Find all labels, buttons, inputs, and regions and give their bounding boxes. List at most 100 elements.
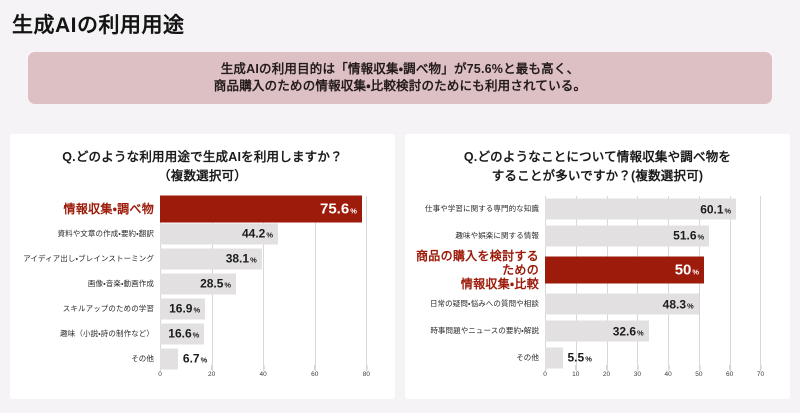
- bar-plot-area: 38.1%: [160, 246, 395, 271]
- bar: 32.6%: [545, 320, 649, 342]
- bar-plot-area: 16.6%: [160, 321, 395, 346]
- bar-unit-label: %: [250, 255, 257, 265]
- chart-title-right-line-1: Q.どのようなことについて情報収集や調べ物を: [463, 150, 732, 164]
- bar-category-label: 資料や文章の作成・要約・翻訳: [57, 228, 154, 238]
- chart-xaxis-left: 0 20 40 60 80: [10, 365, 395, 391]
- bar-unit-label: %: [585, 354, 592, 364]
- axis-tick-mark: [668, 365, 670, 370]
- axis-tick-label: 70: [757, 365, 764, 378]
- chart-title-right-line-2: することが多いですか？(複数選択可): [491, 169, 704, 183]
- bar: 51.6%: [545, 225, 710, 247]
- bar-category-label: その他: [516, 352, 539, 362]
- bar: 28.5%: [160, 273, 237, 294]
- bar-row: 趣味（小説・詩の制作など） 16.6%: [10, 321, 395, 346]
- chart-title-left-line-2: （複数選択可）: [158, 169, 247, 183]
- axis-tick-label: 60: [726, 365, 733, 378]
- bar-value-label: 16.6%: [168, 326, 200, 341]
- bar-unit-label: %: [724, 206, 732, 216]
- axis-tick-mark: [698, 365, 700, 370]
- bar-unit-label: %: [350, 206, 357, 215]
- chart-title-left: Q.どのような利用用途で生成AIを利用しますか？ （複数選択可）: [10, 148, 395, 186]
- axis-tick-label: 0: [543, 365, 547, 378]
- axis-tick-mark: [729, 365, 731, 370]
- axis-tick-label: 40: [260, 365, 267, 378]
- bar-unit-label: %: [687, 301, 694, 311]
- bar-row: 趣味や娯楽に関する情報 51.6%: [405, 223, 790, 250]
- bar-value-label: 28.5%: [200, 276, 232, 291]
- bar-row: 情報収集・調べ物 75.6%: [10, 195, 395, 222]
- bar: 16.9%: [160, 298, 206, 319]
- bar-category-label: 趣味（小説・詩の制作など）: [60, 328, 154, 338]
- axis-tick-label: 10: [572, 365, 579, 378]
- bar-value-label: 50%: [674, 261, 700, 279]
- axis-tick-mark: [606, 365, 608, 370]
- axis-tick-label: 0: [158, 365, 162, 378]
- bar-plot-area: 16.9%: [160, 296, 395, 321]
- bar-plot-area: 50%: [545, 249, 790, 291]
- bar: 50%: [545, 256, 705, 284]
- summary-banner-line-1: 生成AIの利用目的は「情報収集・調べ物」が75.6%と最も高く、: [220, 62, 580, 76]
- bar-unit-label: %: [192, 330, 200, 340]
- chart-xaxis-right: 0 10 20 30 40 50 60 70: [405, 365, 790, 391]
- bar-row: スキルアップのための学習 16.9%: [10, 296, 395, 321]
- bar-row: 商品の購入を検討するための 情報収集・比較 50%: [405, 249, 790, 291]
- bar: 38.1%: [160, 248, 262, 269]
- page-title: 生成AIの利用用途: [12, 14, 185, 37]
- bar-plot-area: 60.1%: [545, 196, 790, 223]
- chart-panel-usage-purpose: Q.どのような利用用途で生成AIを利用しますか？ （複数選択可） 情報収集・調べ…: [10, 134, 395, 399]
- summary-banner-line-2: 商品購入のための情報収集・比較検討のためにも利用されている。: [213, 79, 587, 93]
- axis-tick-mark: [575, 365, 577, 370]
- bar-row: 時事問題やニュースの要約・解説 32.6%: [405, 318, 790, 345]
- bar-unit-label: %: [697, 232, 705, 242]
- bar-unit-label: %: [692, 267, 700, 277]
- axis-tick-mark: [760, 365, 762, 370]
- bar-row: アイディア出し・ブレインストーミング 38.1%: [10, 246, 395, 271]
- bar-row: 画像・音楽・動画作成 28.5%: [10, 271, 395, 296]
- axis-tick-label: 60: [311, 365, 318, 378]
- bar-plot-area: 48.3%: [545, 291, 790, 318]
- summary-banner: 生成AIの利用目的は「情報収集・調べ物」が75.6%と最も高く、 商品購入のため…: [28, 52, 772, 104]
- axis-tick-label: 50: [695, 365, 703, 378]
- axis-tick-mark: [366, 365, 368, 370]
- bar-category-label: 日常の疑問・悩みへの質問や相談: [429, 299, 539, 309]
- bar-category-label: その他: [131, 353, 154, 363]
- bar-category-label: 画像・音楽・動画作成: [87, 278, 154, 288]
- bar: 48.3%: [545, 293, 699, 315]
- axis-tick-mark: [263, 365, 265, 370]
- bar-category-label: アイディア出し・ブレインストーミング: [23, 253, 154, 263]
- bar-plot-area: 28.5%: [160, 271, 395, 296]
- bar: 5.5%: [545, 347, 592, 369]
- bar-plot-area: 6.7%: [160, 346, 395, 371]
- bar-value-label: 48.3%: [662, 297, 694, 312]
- bar-chart-usage-purpose: 情報収集・調べ物 75.6% 資料や文章の作成・要約・翻訳 44.2% アイディア出し・…: [10, 195, 395, 399]
- bar-value-label: 60.1%: [700, 202, 732, 217]
- bar-category-label: 時事問題やニュースの要約・解説: [430, 326, 539, 336]
- axis-tick-mark: [211, 365, 213, 370]
- bar-plot-area: 44.2%: [160, 221, 395, 246]
- bar-row: 資料や文章の作成・要約・翻訳 44.2%: [10, 221, 395, 246]
- bar-unit-label: %: [193, 305, 201, 315]
- bar: 60.1%: [545, 198, 737, 220]
- chart-title-right: Q.どのようなことについて情報収集や調べ物を することが多いですか？(複数選択可…: [405, 148, 790, 186]
- bar: 16.6%: [160, 323, 205, 344]
- axis-tick-label: 80: [363, 365, 370, 378]
- bar-category-label: スキルアップのための学習: [62, 303, 154, 313]
- chart-title-left-line-1: Q.どのような利用用途で生成AIを利用しますか？: [62, 150, 343, 164]
- bar-value-label: 38.1%: [225, 251, 257, 266]
- axis-tick-label: 30: [634, 365, 641, 378]
- bar-category-label: 情報収集・調べ物: [63, 201, 154, 216]
- chart-panels: Q.どのような利用用途で生成AIを利用しますか？ （複数選択可） 情報収集・調べ…: [10, 134, 790, 399]
- bar-row: 日常の疑問・悩みへの質問や相談 48.3%: [405, 291, 790, 318]
- chart-rows-right: 仕事や学習に関する専門的な知識 60.1% 趣味や娯楽に関する情報 51.6% 商品の購…: [405, 196, 790, 371]
- bar-category-label: 仕事や学習に関する専門的な知識: [425, 204, 539, 214]
- bar: 75.6%: [160, 195, 362, 222]
- bar-unit-label: %: [224, 280, 232, 290]
- axis-tick-mark: [637, 365, 639, 370]
- bar-chart-research-topics: 仕事や学習に関する専門的な知識 60.1% 趣味や娯楽に関する情報 51.6% 商品の購…: [405, 196, 790, 399]
- bar-value-label: 75.6%: [320, 200, 357, 217]
- bar-category-label: 趣味や娯楽に関する情報: [455, 230, 539, 240]
- bar-value-label: 44.2%: [242, 226, 274, 241]
- chart-rows-left: 情報収集・調べ物 75.6% 資料や文章の作成・要約・翻訳 44.2% アイディア出し・…: [10, 195, 395, 371]
- axis-tick-mark: [314, 365, 316, 370]
- axis-tick-label: 40: [664, 365, 672, 378]
